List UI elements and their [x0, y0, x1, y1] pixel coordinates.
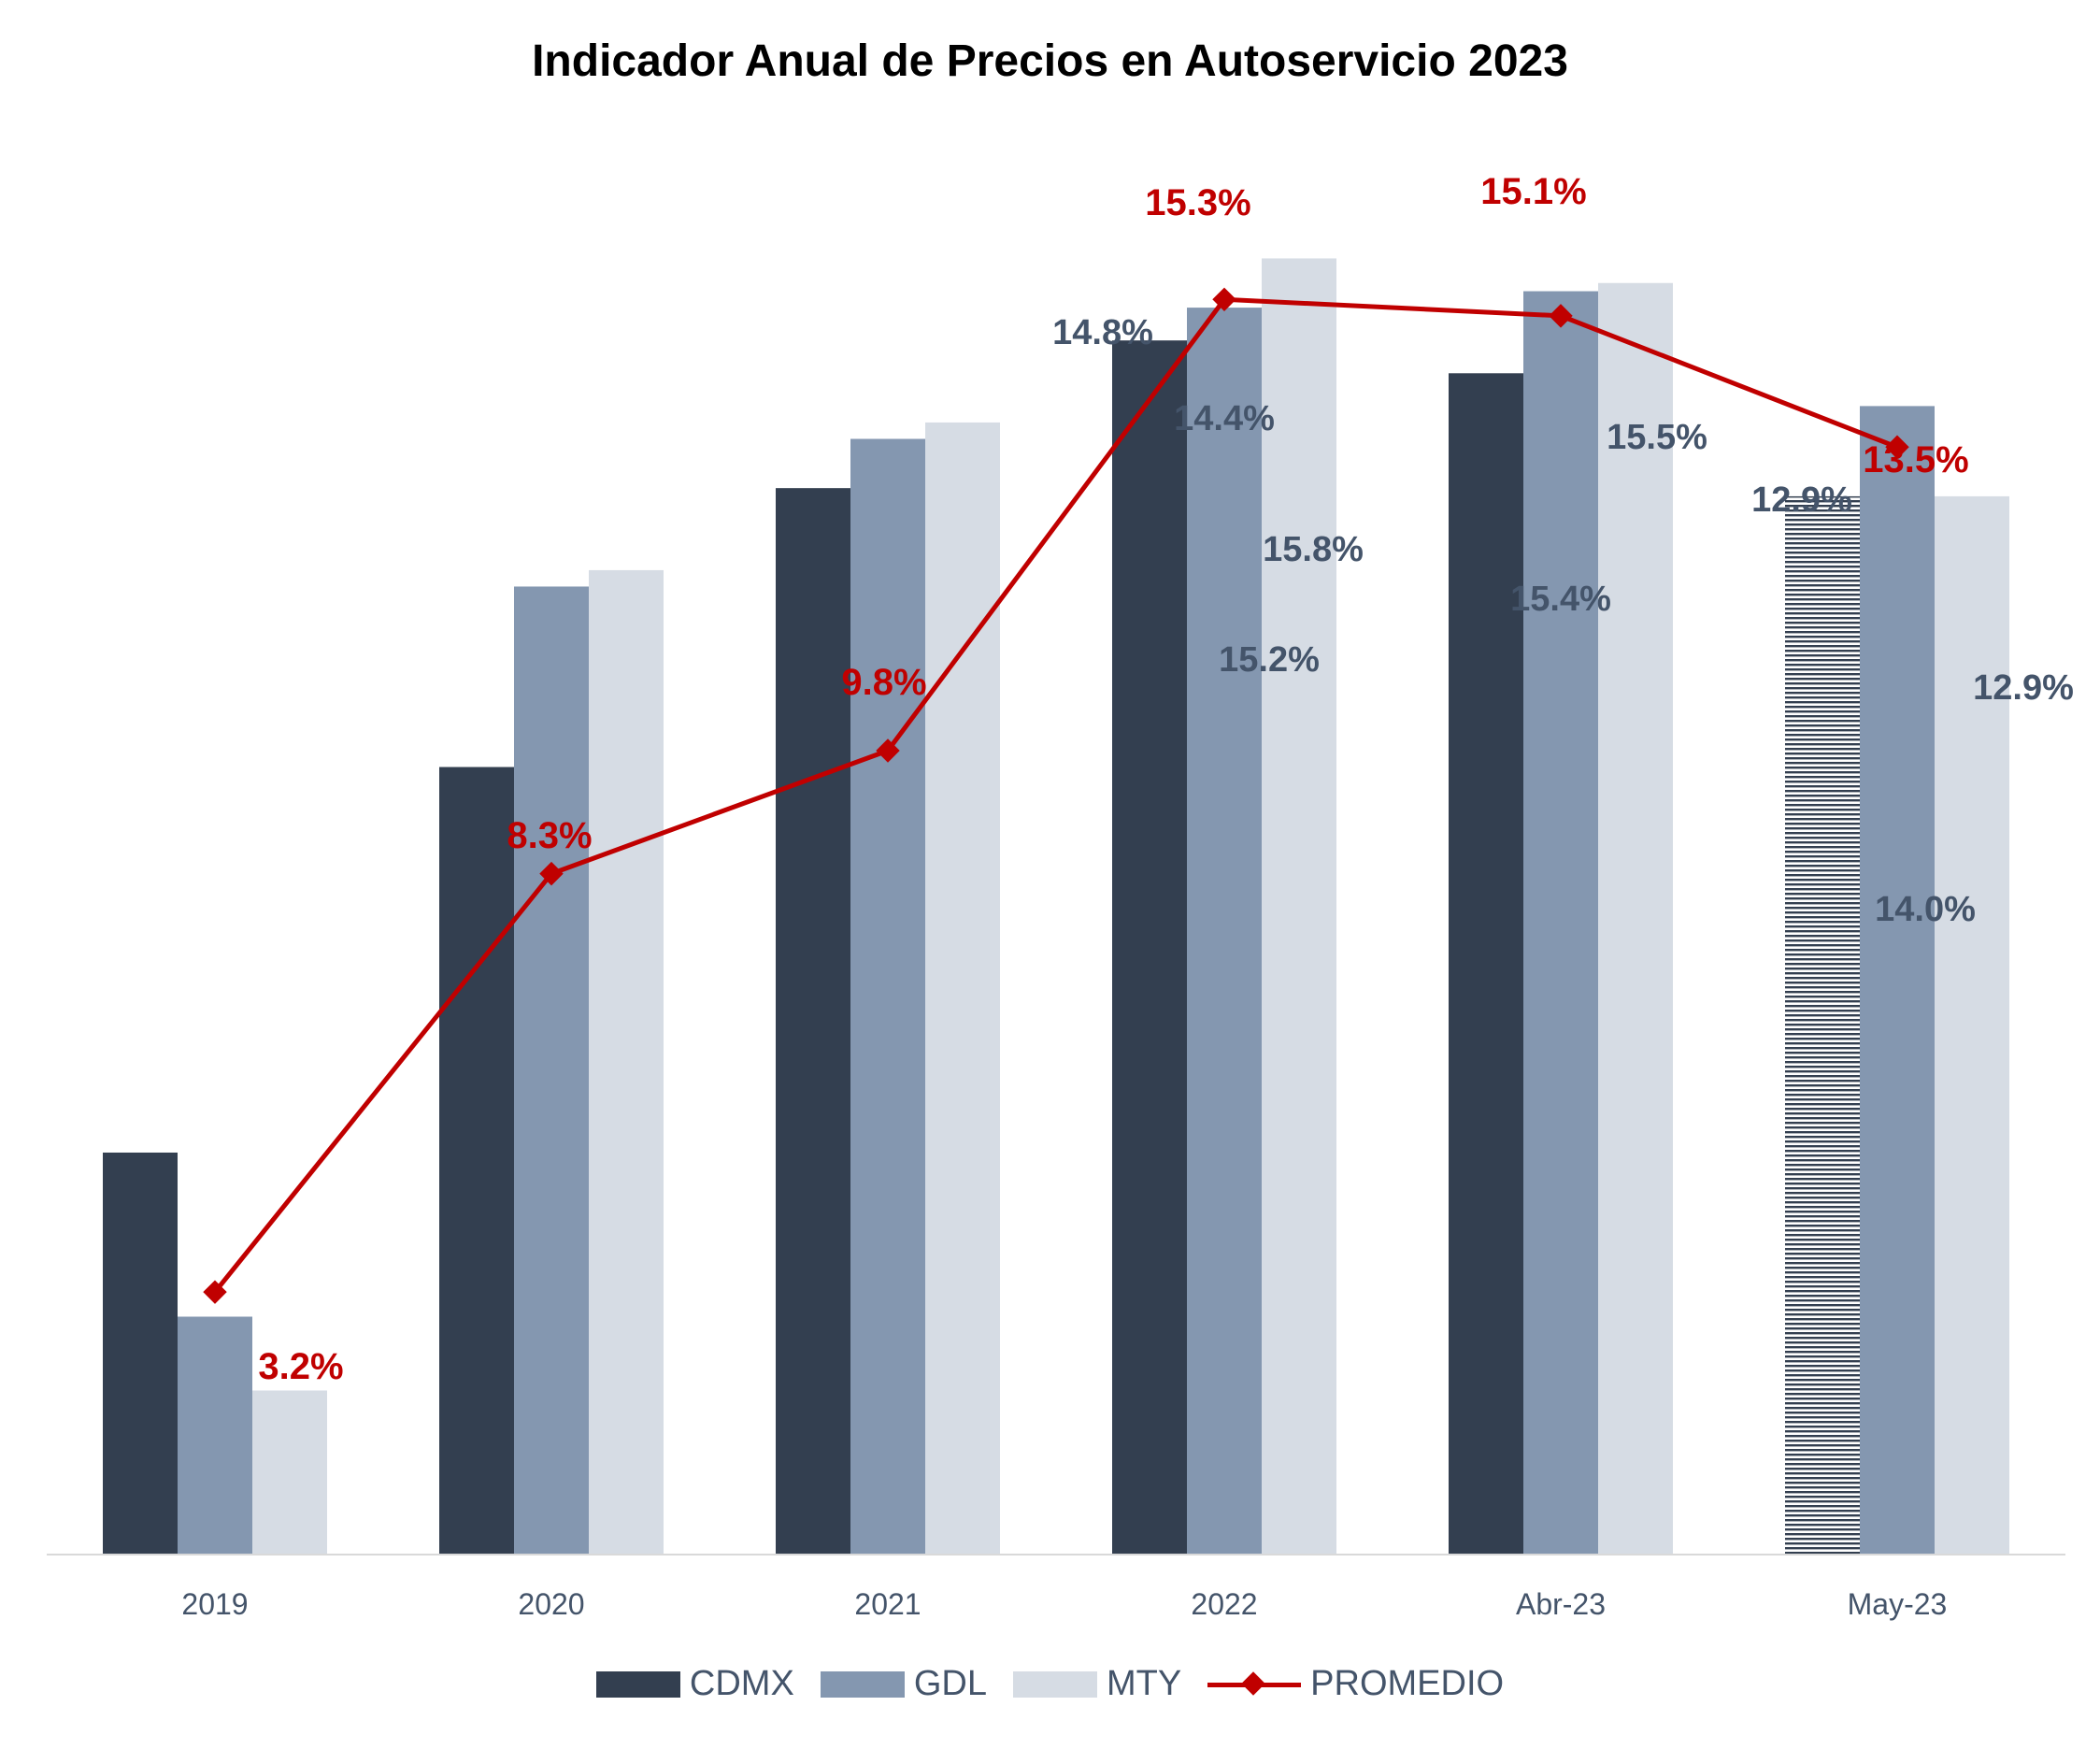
- bar-gdl-2020: [514, 586, 589, 1555]
- data-label-promedio-abr-23: 15.1%: [1480, 171, 1586, 212]
- bar-mty-2020: [589, 569, 664, 1555]
- data-label-gdl-abr-23: 15.4%: [1510, 580, 1611, 619]
- legend-item-cdmx: CDMX: [595, 1664, 794, 1704]
- bar-gdl-2019: [178, 1316, 252, 1555]
- legend-label-mty: MTY: [1106, 1664, 1182, 1703]
- data-label-mty-abr-23: 15.5%: [1607, 418, 1707, 457]
- bar-mty-may-23: [1935, 495, 2009, 1555]
- marker-promedio-2021: [876, 738, 900, 763]
- bar-gdl-2021: [850, 438, 925, 1555]
- bar-cdmx-2022: [1112, 340, 1187, 1555]
- x-tick-label: May-23: [1848, 1587, 1948, 1621]
- bar-mty-2019: [252, 1390, 327, 1555]
- data-label-cdmx-may-23: 12.9%: [1751, 480, 1852, 520]
- legend: CDMX GDL MTY PROMEDIO: [0, 1664, 2100, 1704]
- x-tick-label: 2020: [518, 1587, 584, 1621]
- data-label-promedio-may-23: 13.5%: [1863, 439, 1968, 480]
- legend-label-cdmx: CDMX: [689, 1664, 794, 1703]
- data-label-mty-2022: 15.8%: [1263, 530, 1364, 569]
- legend-label-gdl: GDL: [913, 1664, 987, 1703]
- marker-promedio-2020: [539, 861, 564, 886]
- bar-gdl-abr-23: [1523, 291, 1598, 1555]
- data-label-gdl-2022: 15.2%: [1219, 640, 1320, 680]
- x-tick-label: 2022: [1191, 1587, 1257, 1621]
- bar-cdmx-2019: [103, 1152, 178, 1555]
- bar-gdl-2022: [1187, 308, 1262, 1555]
- bar-cdmx-2020: [439, 767, 514, 1555]
- line-promedio: [213, 296, 1898, 1294]
- data-label-promedio-2020: 8.3%: [507, 815, 592, 856]
- data-label-mty-may-23: 12.9%: [1973, 668, 2074, 708]
- x-tick-label: 2019: [181, 1587, 248, 1621]
- bar-mty-abr-23: [1598, 282, 1673, 1555]
- legend-item-promedio: PROMEDIO: [1207, 1664, 1504, 1704]
- data-label-cdmx-abr-23: 14.4%: [1174, 399, 1275, 438]
- legend-swatch-mty: [1012, 1670, 1097, 1698]
- legend-swatch-promedio: [1207, 1670, 1302, 1698]
- bar-cdmx-2021: [776, 488, 850, 1555]
- chart-title: Indicador Anual de Precios en Autoservic…: [532, 36, 1568, 86]
- legend-item-mty: MTY: [1012, 1664, 1182, 1704]
- legend-item-gdl: GDL: [820, 1664, 987, 1704]
- data-label-cdmx-2022: 14.8%: [1052, 313, 1153, 352]
- bar-cdmx-may-23: [1785, 495, 1860, 1555]
- x-tick-label: Abr-23: [1516, 1587, 1606, 1621]
- x-tick-label: 2021: [854, 1587, 921, 1621]
- legend-swatch-gdl: [820, 1670, 905, 1698]
- legend-label-promedio: PROMEDIO: [1310, 1664, 1505, 1703]
- legend-swatch-cdmx: [595, 1670, 680, 1698]
- bar-mty-2021: [925, 422, 1000, 1555]
- data-label-gdl-may-23: 14.0%: [1875, 890, 1976, 929]
- bar-gdl-may-23: [1860, 406, 1935, 1555]
- data-label-promedio-2022: 15.3%: [1145, 182, 1250, 223]
- data-label-promedio-2019: 3.2%: [258, 1346, 343, 1387]
- bar-mty-2022: [1262, 258, 1336, 1555]
- bar-cdmx-abr-23: [1449, 373, 1523, 1555]
- data-label-promedio-2021: 9.8%: [841, 662, 926, 703]
